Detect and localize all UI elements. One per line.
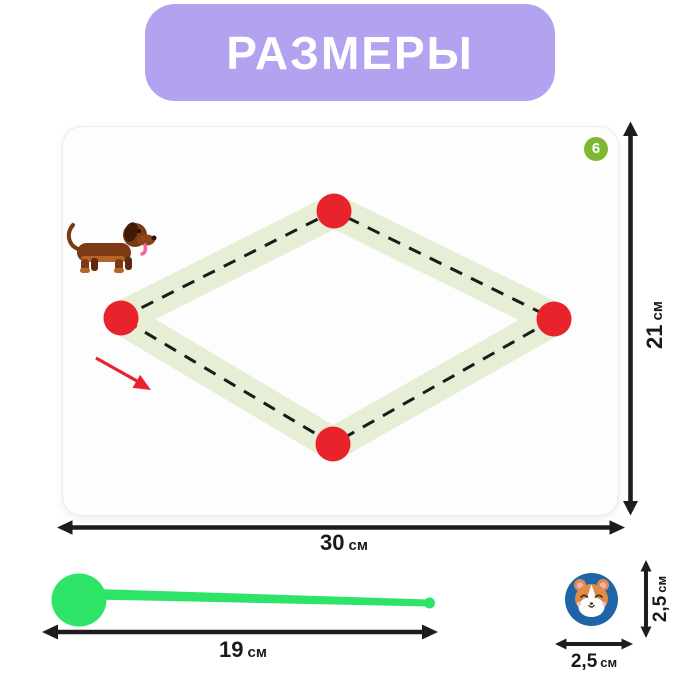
height-dimension-arrow — [623, 121, 638, 516]
path-dashed-line — [117, 209, 558, 446]
path-dot-left — [103, 300, 139, 336]
card-width-value: 30 — [320, 530, 345, 555]
path-band — [104, 194, 571, 461]
path-dot-bottom — [315, 426, 351, 462]
path-dot-top — [316, 193, 352, 229]
token-height-unit: см — [654, 575, 669, 593]
width-dimension-arrow — [57, 520, 625, 535]
activity-card: 6 — [62, 126, 619, 516]
hamster-face-icon — [574, 579, 609, 617]
token-height-arrow — [640, 560, 652, 638]
stick-tip — [424, 597, 435, 609]
stick-length-label: 19 см — [143, 637, 343, 663]
path-dot-right — [536, 301, 572, 337]
card-height-unit: см — [649, 301, 666, 321]
direction-arrow-head — [132, 374, 151, 390]
page-title: РАЗМЕРЫ — [226, 26, 474, 79]
dachshund-dog-icon — [66, 222, 157, 273]
token-width-unit: см — [600, 655, 618, 670]
token-height-label: 2,5 см — [650, 564, 671, 634]
card-number-badge: 6 — [584, 137, 608, 161]
stick-length-arrow — [42, 624, 438, 640]
green-stick-image — [51, 573, 435, 627]
card-width-label: 30 см — [244, 530, 444, 556]
stick-rod — [95, 589, 428, 607]
stick-length-unit: см — [247, 644, 267, 661]
card-width-unit: см — [348, 537, 368, 554]
stick-ball — [51, 573, 107, 627]
hamster-token — [565, 573, 618, 626]
token-width-label: 2,5 см — [534, 651, 654, 673]
stick-length-value: 19 — [219, 637, 244, 662]
rhombus-path-illustration — [95, 193, 572, 462]
token-width-value: 2,5 — [570, 651, 598, 672]
card-height-label: 21 см — [642, 285, 667, 365]
direction-arrow-shaft — [95, 356, 138, 383]
card-height-value: 21 — [642, 324, 667, 349]
token-height-value: 2,5 — [650, 595, 671, 623]
title-banner: РАЗМЕРЫ — [145, 4, 555, 101]
token-width-arrow — [555, 638, 633, 650]
